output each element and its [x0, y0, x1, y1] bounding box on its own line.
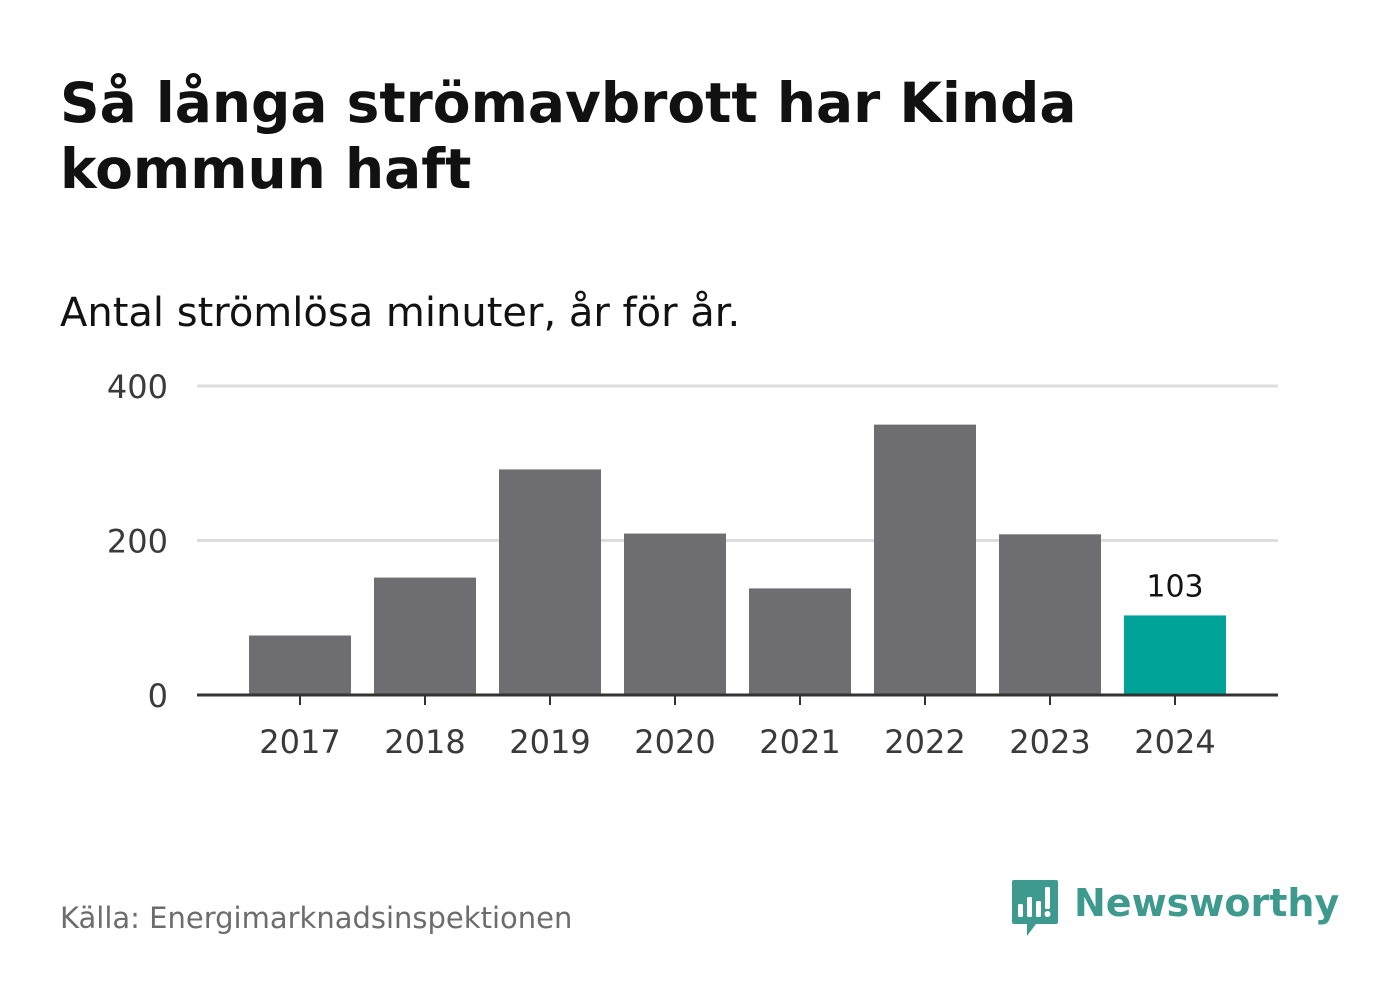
chart-subtitle: Antal strömlösa minuter, år för år.: [60, 290, 741, 336]
x-tick-label: 2021: [759, 723, 840, 761]
chart-title: Så långa strömavbrott har Kinda kommun h…: [60, 71, 1077, 201]
x-tick-label: 2019: [509, 723, 590, 761]
x-tick-label: 2024: [1134, 723, 1215, 761]
x-axis-ticks: 2017 2018 2019 2020 2021 2022 2023 2024: [259, 695, 1216, 761]
y-tick-label: 200: [107, 523, 168, 561]
gridlines: [197, 384, 1278, 542]
brand-name: Newsworthy: [1074, 881, 1340, 925]
x-tick-label: 2020: [634, 723, 715, 761]
brand-logo: Newsworthy: [1010, 878, 1339, 940]
y-tick-label: 0: [148, 677, 168, 715]
source-note: Källa: Energimarknadsinspektionen: [60, 901, 573, 935]
bar-highlight: [1124, 615, 1226, 695]
newsworthy-logo-icon: [1012, 880, 1058, 936]
bar-chart: 0 200 400 103 2017 2018 2019 2020 2021 2022 2023…: [107, 368, 1278, 761]
x-tick-label: 2017: [259, 723, 340, 761]
bar: [249, 635, 351, 695]
y-tick-label: 400: [107, 368, 168, 406]
bar: [374, 577, 476, 695]
bar: [749, 588, 851, 695]
x-tick-label: 2022: [884, 723, 965, 761]
bars: [249, 424, 1226, 695]
x-tick-label: 2023: [1009, 723, 1090, 761]
y-axis-ticks: 0 200 400: [107, 368, 168, 715]
bar: [624, 533, 726, 695]
bar: [999, 534, 1101, 695]
x-tick-label: 2018: [384, 723, 465, 761]
data-label: 103: [1146, 569, 1203, 604]
data-labels: 103: [1146, 569, 1203, 604]
bar: [499, 469, 601, 695]
bar: [874, 424, 976, 695]
